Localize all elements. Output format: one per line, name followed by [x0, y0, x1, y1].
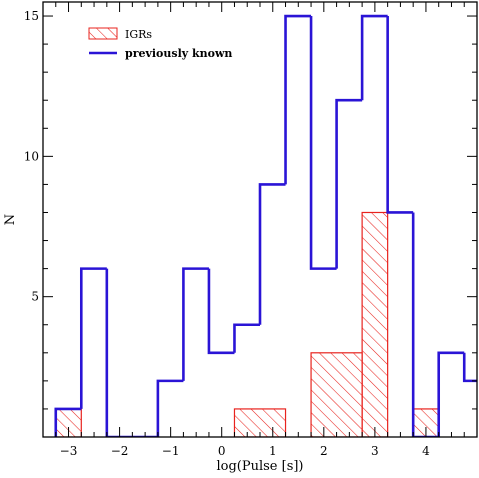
x-tick-label: −1 — [162, 444, 180, 458]
legend: IGRs previously known — [88, 27, 232, 60]
legend-igrs-swatch — [88, 27, 118, 40]
previously-known-bin — [207, 268, 235, 355]
igrs-bar — [361, 211, 389, 437]
previously-known-layer — [54, 14, 477, 437]
previously-known-bin — [284, 14, 312, 185]
previously-known-bin — [105, 268, 133, 437]
y-tick-label: 5 — [31, 290, 39, 304]
x-tick-label: 0 — [218, 444, 226, 458]
previously-known-bin — [233, 323, 260, 353]
x-tick-label: 4 — [422, 444, 430, 458]
previously-known-bin — [437, 351, 465, 437]
x-axis-label: log(Pulse [s]) — [216, 459, 303, 474]
y-tick-label: 15 — [24, 9, 39, 23]
previously-known-bin — [360, 14, 388, 101]
tick-layer: −3 −2 −1 0 1 2 3 4 5 10 15 — [24, 2, 478, 458]
x-tick-label: 3 — [371, 444, 379, 458]
previously-known-bin — [335, 98, 363, 269]
previously-known-bin — [258, 183, 286, 325]
previously-known-bin — [462, 352, 477, 383]
previously-known-bin — [386, 16, 414, 214]
previously-known-bin — [79, 267, 107, 409]
x-tick-label: 1 — [269, 444, 277, 458]
y-axis-label: N — [3, 214, 18, 225]
y-tick-label: 10 — [24, 149, 39, 163]
x-tick-label: −2 — [111, 444, 129, 458]
x-tick-label: 2 — [320, 444, 328, 458]
x-tick-label: −3 — [60, 444, 78, 458]
igrs-layer — [55, 211, 440, 437]
igrs-bar — [310, 352, 363, 437]
legend-igrs-label: IGRs — [125, 28, 152, 41]
previously-known-bin — [156, 379, 184, 437]
previously-known-bin — [411, 212, 439, 437]
legend-previously-known-label: previously known — [125, 47, 232, 60]
previously-known-bin — [309, 16, 337, 270]
previously-known-bin — [182, 267, 209, 381]
previously-known-bin — [54, 407, 82, 437]
